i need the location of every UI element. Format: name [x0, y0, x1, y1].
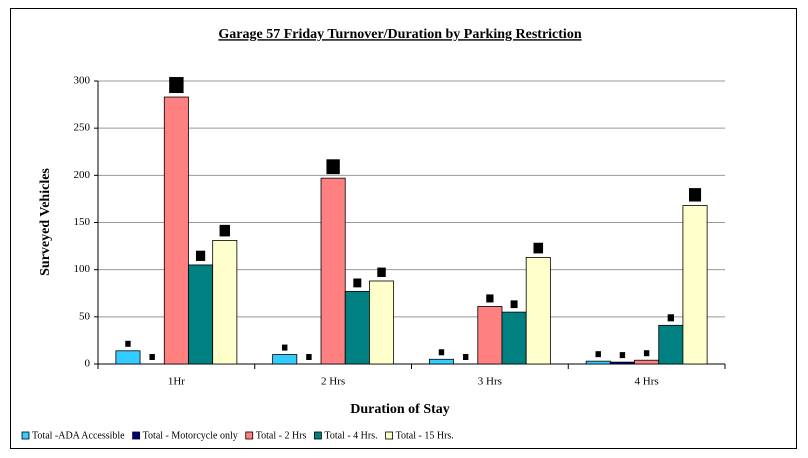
- legend-label: Total - 4 Hrs.: [324, 430, 377, 441]
- bar: [585, 360, 611, 365]
- data-label-box: [643, 350, 650, 357]
- bar: [609, 361, 635, 365]
- data-label-box: [462, 354, 469, 360]
- legend-swatch: [21, 431, 30, 440]
- y-tick-label: 150: [74, 216, 91, 228]
- legend-swatch: [132, 431, 141, 440]
- bar: [477, 306, 503, 365]
- data-label-box: [195, 250, 206, 261]
- legend-swatch: [314, 431, 322, 440]
- data-label-box: [219, 224, 230, 237]
- x-tick-label: 1Hr: [168, 376, 185, 388]
- bar: [163, 96, 189, 365]
- legend-label: Total - Motorcycle only: [143, 430, 238, 441]
- data-label-box: [377, 267, 386, 277]
- data-label-box: [353, 278, 362, 288]
- data-label-box: [688, 188, 702, 202]
- legend-label: Total - 2 Hrs: [256, 430, 307, 441]
- chart-title: Garage 57 Friday Turnover/Duration by Pa…: [218, 27, 581, 42]
- bar: [682, 205, 708, 365]
- data-label-box: [667, 314, 674, 322]
- bar: [658, 324, 684, 365]
- bar: [525, 257, 551, 365]
- data-label-box: [169, 77, 184, 94]
- bar: [634, 359, 660, 365]
- chart-frame: [10, 8, 797, 449]
- y-tick-label: 250: [74, 122, 91, 134]
- bar: [212, 240, 238, 365]
- bar: [320, 177, 346, 365]
- bar: [272, 354, 298, 365]
- y-tick-label: 100: [74, 263, 91, 275]
- x-tick-label: 2 Hrs: [321, 376, 345, 388]
- bar: [501, 311, 527, 365]
- data-label-box: [595, 351, 601, 358]
- data-label-box: [510, 300, 518, 309]
- legend-swatch: [245, 431, 254, 440]
- x-tick-label: 4 Hrs: [635, 376, 659, 388]
- y-tick-label: 50: [79, 310, 91, 322]
- data-label-box: [326, 159, 340, 175]
- x-tick-label: 3 Hrs: [478, 376, 502, 388]
- y-axis-title: Surveyed Vehicles: [38, 168, 53, 276]
- data-label-box: [149, 354, 155, 360]
- legend-label: Total - 15 Hrs.: [396, 430, 454, 441]
- data-label-box: [125, 340, 131, 347]
- legend-label: Total -ADA Accessible: [32, 430, 125, 441]
- y-tick-label: 0: [85, 358, 91, 370]
- bar: [369, 280, 395, 365]
- data-label-box: [438, 349, 445, 356]
- y-tick-label: 300: [74, 75, 91, 87]
- data-label-box: [619, 352, 626, 359]
- x-axis-title: Duration of Stay: [350, 402, 450, 417]
- bar: [344, 290, 370, 365]
- y-tick-label: 200: [74, 169, 91, 181]
- bar: [428, 358, 454, 365]
- data-label-box: [282, 344, 288, 351]
- data-label-box: [306, 354, 312, 360]
- data-label-box: [533, 242, 544, 254]
- bar: [188, 264, 214, 365]
- legend-swatch: [385, 431, 394, 440]
- data-label-box: [486, 294, 494, 303]
- bar: [115, 350, 141, 365]
